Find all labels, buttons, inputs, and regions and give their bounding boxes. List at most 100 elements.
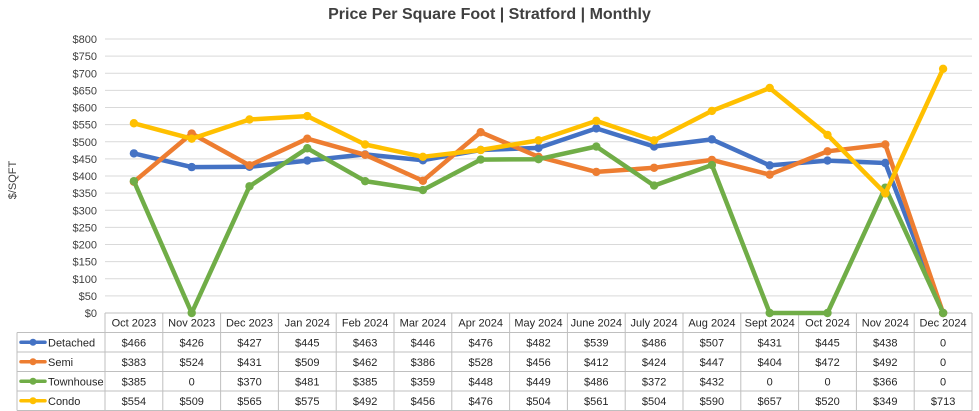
- data-table-cell: $438: [873, 337, 897, 349]
- y-tick-label: $200: [73, 240, 97, 252]
- data-table-cell: $561: [584, 396, 608, 408]
- data-point: [823, 130, 832, 140]
- data-table-cell: $386: [411, 357, 435, 369]
- legend-series-name: Semi: [48, 357, 73, 369]
- data-point: [823, 156, 832, 165]
- data-table-cell: $509: [295, 357, 319, 369]
- grid-layer: [105, 38, 972, 314]
- y-tick-label: $700: [73, 68, 97, 80]
- data-table-cell: $463: [353, 337, 377, 349]
- data-table: Oct 2023 Nov 2023 Dec 2023 Jan 2024 Feb 2024…: [16, 312, 973, 411]
- data-table-cell: $349: [873, 396, 897, 408]
- data-point: [129, 149, 139, 158]
- data-point: [649, 163, 659, 172]
- data-table-cell: 0: [767, 376, 773, 388]
- data-table-cell: $449: [526, 376, 550, 388]
- data-table-cell: $370: [237, 376, 261, 388]
- x-category-label: Dec 2024: [920, 318, 967, 330]
- data-table-cell: $385: [122, 376, 146, 388]
- data-table-cell: $426: [179, 337, 203, 349]
- data-point: [707, 135, 717, 144]
- data-table-cell: $456: [526, 357, 550, 369]
- data-point: [303, 144, 312, 153]
- data-point: [592, 142, 601, 151]
- data-table-cell: $528: [468, 357, 492, 369]
- data-table-cell: $476: [468, 396, 492, 408]
- x-category-label: Mar 2024: [400, 318, 446, 330]
- data-point: [765, 83, 774, 93]
- data-table-cell: $383: [122, 357, 146, 369]
- y-tick-label: $650: [73, 85, 97, 97]
- x-category-label: Dec 2023: [226, 318, 273, 330]
- data-point: [303, 134, 312, 143]
- series-condo: [129, 64, 948, 198]
- y-tick-label: $450: [73, 154, 97, 166]
- series-line: [131, 144, 946, 316]
- y-tick-label: $400: [73, 171, 97, 183]
- data-table-cell: 0: [940, 337, 946, 349]
- y-tick-label: $350: [73, 188, 97, 200]
- legend-series-name: Condo: [48, 396, 80, 408]
- data-point: [418, 152, 428, 162]
- data-table-cell: $481: [295, 376, 319, 388]
- data-table-cell: $446: [411, 337, 435, 349]
- data-point: [592, 124, 601, 133]
- x-category-label: Sept 2024: [745, 318, 795, 330]
- data-point: [707, 106, 717, 116]
- data-point: [765, 170, 774, 179]
- y-tick-label: $50: [79, 291, 97, 303]
- data-point: [418, 185, 428, 195]
- y-tick-label: $500: [73, 137, 97, 149]
- x-category-label: June 2024: [571, 318, 622, 330]
- series-townhouse: [129, 142, 948, 318]
- data-point: [938, 308, 948, 318]
- y-tick-label: $600: [73, 103, 97, 115]
- data-point: [476, 127, 485, 137]
- data-table-cell: $372: [642, 376, 666, 388]
- y-tick-label: $250: [73, 222, 97, 234]
- x-category-label: Apr 2024: [458, 318, 503, 330]
- data-point: [938, 64, 948, 73]
- data-point: [823, 308, 832, 318]
- x-category-label: Nov 2024: [862, 318, 909, 330]
- x-category-label: Nov 2023: [168, 318, 215, 330]
- data-table-cell: $539: [584, 337, 608, 349]
- x-category-label: July 2024: [631, 318, 678, 330]
- data-point: [881, 140, 890, 149]
- data-table-cell: $456: [411, 396, 435, 408]
- data-table-cell: $575: [295, 396, 319, 408]
- data-table-cell: 0: [824, 376, 830, 388]
- data-table-cell: $504: [526, 396, 550, 408]
- data-table-cell: $520: [815, 396, 839, 408]
- legend-key-marker: [29, 358, 37, 366]
- data-point: [476, 145, 485, 155]
- data-table-cell: $445: [295, 337, 319, 349]
- y-tick-label: $0: [85, 308, 97, 320]
- x-category-label: Oct 2023: [112, 318, 157, 330]
- data-point: [765, 308, 774, 318]
- data-point: [881, 189, 890, 198]
- data-table-cell: $462: [353, 357, 377, 369]
- data-table-cell: $492: [353, 396, 377, 408]
- y-tick-label: $750: [73, 51, 97, 63]
- data-table-cell: $359: [411, 376, 435, 388]
- x-category-label: Feb 2024: [342, 318, 388, 330]
- data-point: [649, 181, 659, 190]
- data-table-cell: $486: [642, 337, 666, 349]
- data-table-cell: $504: [642, 396, 666, 408]
- data-table-cell: $713: [931, 396, 955, 408]
- data-point: [187, 162, 196, 172]
- data-table-cell: $524: [179, 357, 203, 369]
- data-table-cell: $507: [700, 337, 724, 349]
- data-table-cell: $448: [468, 376, 492, 388]
- data-table-cell: $482: [526, 337, 550, 349]
- data-point: [649, 136, 659, 145]
- data-table-cell: $366: [873, 376, 897, 388]
- x-category-label: Oct 2024: [805, 318, 850, 330]
- data-point: [592, 116, 601, 126]
- data-point: [360, 140, 370, 149]
- data-table-cell: $509: [179, 396, 203, 408]
- data-table-cell: $565: [237, 396, 261, 408]
- legend-key-marker: [29, 377, 37, 385]
